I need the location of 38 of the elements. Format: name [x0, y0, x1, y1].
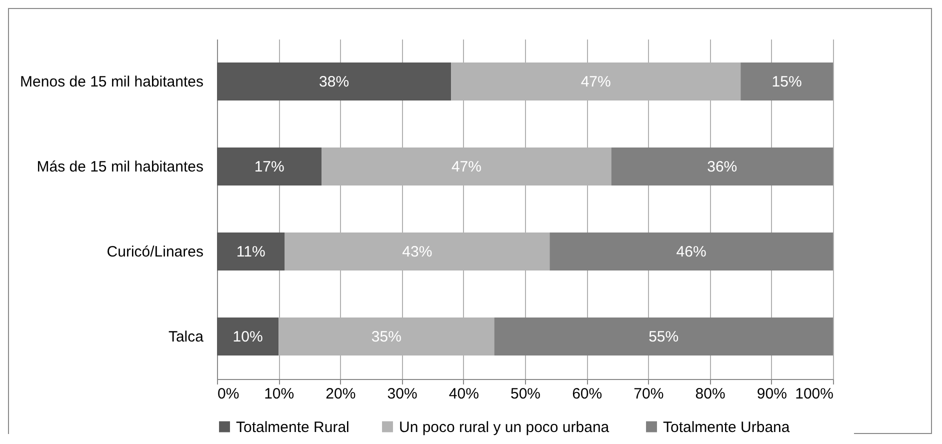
bar	[217, 318, 279, 356]
data-label: 36%	[707, 158, 738, 176]
data-label: 47%	[451, 158, 482, 176]
data-label: 35%	[371, 328, 402, 346]
bar	[217, 232, 285, 270]
data-label: 38%	[319, 74, 350, 90]
x-tick-label: 20%	[326, 386, 356, 402]
x-tick-label: 40%	[448, 386, 479, 402]
legend-label: Totalmente Rural	[236, 418, 350, 436]
data-label: 11%	[236, 244, 266, 260]
x-tick-label: 0%	[218, 386, 240, 402]
x-tick-label: 30%	[387, 386, 418, 402]
data-label: 46%	[676, 244, 706, 260]
y-tick-label: Talca	[168, 328, 204, 346]
y-tick-label: Menos de 15 mil habitantes	[20, 74, 204, 90]
x-tick-label: 70%	[634, 386, 664, 402]
bar	[611, 148, 833, 186]
x-tick-label: 90%	[756, 386, 787, 402]
bar	[550, 232, 833, 270]
x-tick-label: 80%	[695, 386, 726, 402]
x-tick-label: 60%	[572, 386, 602, 402]
data-label: 55%	[648, 328, 679, 346]
x-tick-label: 50%	[510, 386, 541, 402]
data-label: 43%	[402, 244, 432, 260]
legend-label: Un poco rural y un poco urbana	[399, 418, 610, 436]
data-label: 47%	[580, 74, 611, 90]
data-label: 17%	[254, 158, 284, 176]
y-tick-label: Curicó/Linares	[106, 244, 204, 260]
y-tick-label: Más de 15 mil habitantes	[36, 158, 204, 176]
bar	[740, 62, 833, 100]
legend-label: Totalmente Urbana	[663, 418, 790, 436]
data-label: 10%	[232, 328, 263, 346]
x-tick-label: 100%	[795, 386, 834, 402]
bar	[217, 62, 452, 100]
bar	[217, 148, 322, 186]
x-tick-label: 10%	[264, 386, 294, 402]
data-label: 15%	[772, 74, 802, 90]
bar	[494, 318, 833, 356]
